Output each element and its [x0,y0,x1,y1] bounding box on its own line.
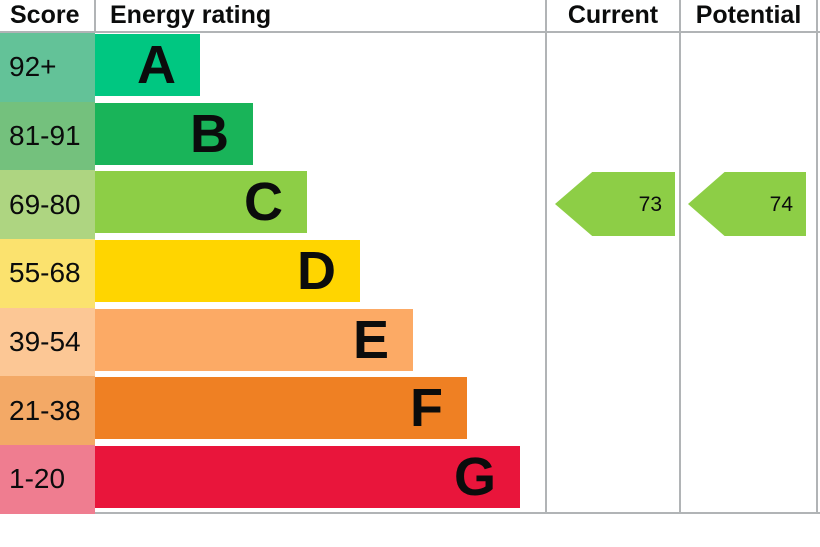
band-bar-b: B [95,102,253,165]
chart-bottom-line [0,512,820,514]
band-letter-c: C [244,172,283,233]
epc-band-row-a: 92+ A [0,33,545,102]
chart-right-border [816,0,818,512]
epc-band-row-g: 1-20 G [0,444,545,514]
score-range-g: 1-20 [0,444,95,514]
band-bar-c: C [95,171,307,234]
current-column-divider [545,0,547,512]
current-rating-value: 73 [638,192,662,216]
score-range-d: 55-68 [0,238,95,308]
epc-band-row-b: 81-91 B [0,101,545,171]
score-range-b: 81-91 [0,101,95,171]
score-column-divider [94,0,96,31]
band-letter-b: B [190,103,229,164]
potential-column-divider [679,0,681,512]
score-range-c: 69-80 [0,170,95,239]
band-letter-g: G [453,446,496,507]
band-bar-e: E [95,308,413,371]
potential-rating-value: 74 [769,192,793,216]
epc-band-row-e: 39-54 E [0,307,545,377]
band-bar-d: D [95,239,360,302]
score-range-f: 21-38 [0,376,95,445]
score-range-e: 39-54 [0,307,95,377]
band-letter-d: D [297,240,336,301]
header-score: Score [10,1,80,29]
header-energy-rating: Energy rating [110,1,272,29]
epc-band-row-c: 69-80 C [0,170,545,239]
epc-band-row-f: 21-38 F [0,376,545,445]
band-bar-a: A [95,34,200,96]
epc-band-row-d: 55-68 D [0,238,545,308]
header-potential: Potential [695,1,802,29]
score-range-a: 92+ [0,33,95,102]
band-bar-f: F [95,377,467,440]
header-current: Current [567,1,659,29]
band-letter-f: F [410,378,443,439]
band-letter-e: E [352,309,389,370]
potential-rating-arrow: 74 [688,172,806,236]
header-divider-line [0,31,820,33]
band-letter-a: A [137,35,176,95]
current-rating-arrow: 73 [555,172,675,236]
band-bar-g: G [95,445,520,508]
